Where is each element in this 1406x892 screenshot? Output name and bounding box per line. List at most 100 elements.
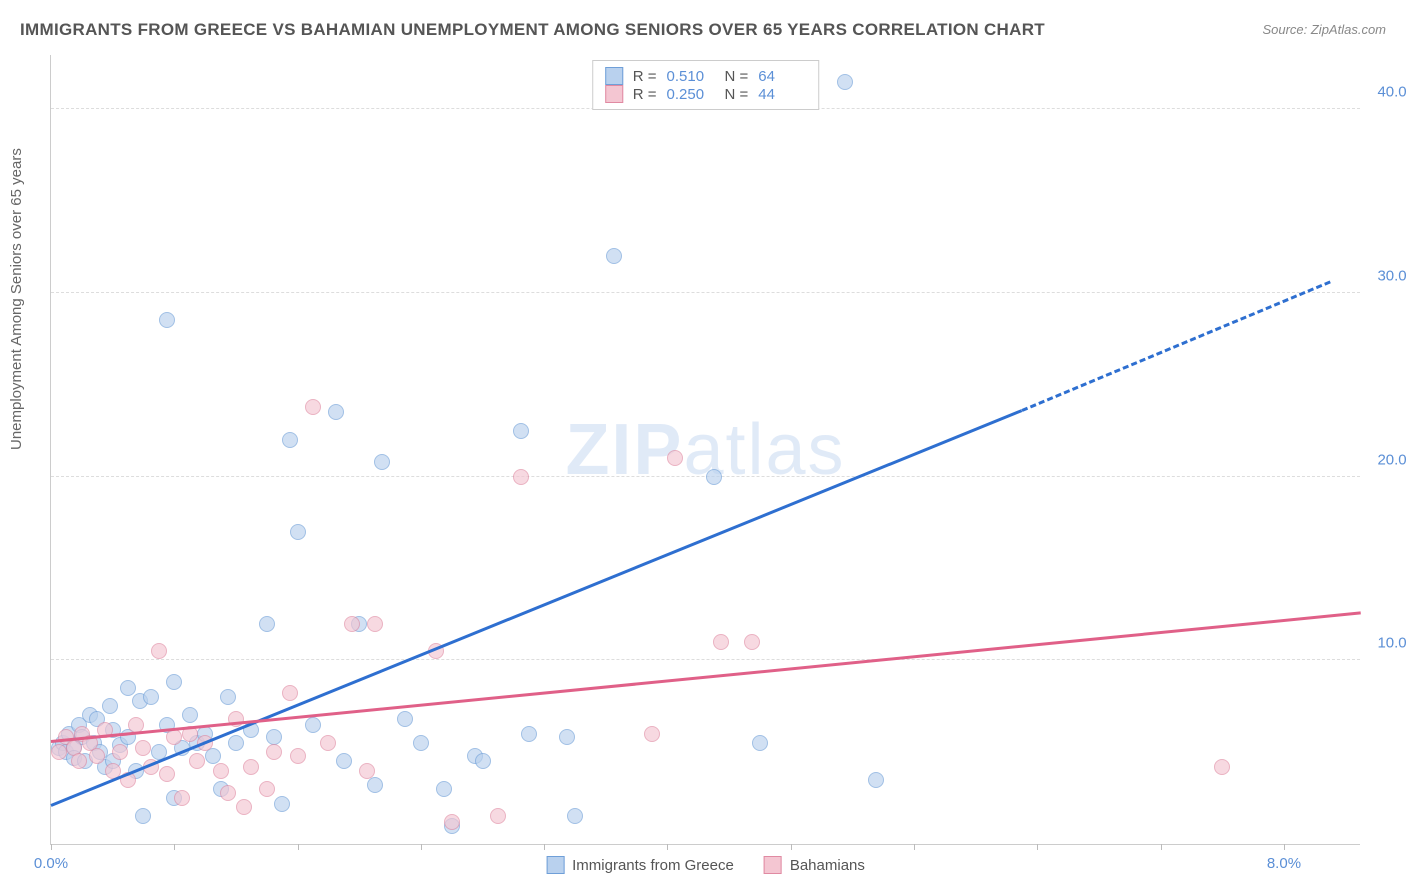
- data-point: [367, 777, 383, 793]
- data-point: [305, 399, 321, 415]
- data-point: [166, 674, 182, 690]
- data-point: [344, 616, 360, 632]
- data-point: [151, 643, 167, 659]
- data-point: [713, 634, 729, 650]
- y-tick-label: 30.0%: [1377, 267, 1406, 284]
- legend-label-greece: Immigrants from Greece: [572, 857, 734, 874]
- data-point: [567, 808, 583, 824]
- legend-row-greece: R = 0.510 N = 64: [605, 67, 807, 85]
- data-point: [328, 404, 344, 420]
- r-value-greece: 0.510: [667, 68, 715, 85]
- data-point: [397, 711, 413, 727]
- data-point: [706, 469, 722, 485]
- x-tick-label: 0.0%: [34, 855, 68, 872]
- data-point: [444, 814, 460, 830]
- chart-title: IMMIGRANTS FROM GREECE VS BAHAMIAN UNEMP…: [20, 20, 1045, 40]
- data-point: [413, 735, 429, 751]
- data-point: [752, 735, 768, 751]
- data-point: [274, 796, 290, 812]
- x-tick: [51, 844, 52, 850]
- data-point: [359, 763, 375, 779]
- data-point: [228, 735, 244, 751]
- x-tick: [298, 844, 299, 850]
- correlation-legend: R = 0.510 N = 64 R = 0.250 N = 44: [592, 60, 820, 110]
- data-point: [837, 74, 853, 90]
- data-point: [182, 707, 198, 723]
- legend-label-bahamians: Bahamians: [790, 857, 865, 874]
- data-point: [644, 726, 660, 742]
- data-point: [112, 744, 128, 760]
- swatch-bahamians-icon: [764, 856, 782, 874]
- y-tick-label: 40.0%: [1377, 84, 1406, 101]
- data-point: [102, 698, 118, 714]
- trend-line: [51, 611, 1361, 743]
- legend-item-greece: Immigrants from Greece: [546, 856, 734, 874]
- data-point: [336, 753, 352, 769]
- r-label: R =: [633, 86, 657, 103]
- data-point: [282, 432, 298, 448]
- x-tick: [544, 844, 545, 850]
- data-point: [868, 772, 884, 788]
- data-point: [513, 469, 529, 485]
- trend-line-extrapolated: [1021, 281, 1330, 412]
- data-point: [744, 634, 760, 650]
- data-point: [159, 766, 175, 782]
- data-point: [189, 753, 205, 769]
- y-axis-label: Unemployment Among Seniors over 65 years: [8, 148, 25, 450]
- data-point: [436, 781, 452, 797]
- swatch-bahamians: [605, 85, 623, 103]
- data-point: [243, 759, 259, 775]
- swatch-greece: [605, 67, 623, 85]
- n-value-greece: 64: [758, 68, 806, 85]
- data-point: [174, 790, 190, 806]
- data-point: [135, 808, 151, 824]
- data-point: [282, 685, 298, 701]
- swatch-greece-icon: [546, 856, 564, 874]
- series-legend: Immigrants from Greece Bahamians: [546, 856, 865, 874]
- data-point: [559, 729, 575, 745]
- data-point: [220, 689, 236, 705]
- data-point: [290, 524, 306, 540]
- data-point: [475, 753, 491, 769]
- data-point: [51, 744, 67, 760]
- data-point: [259, 781, 275, 797]
- data-point: [166, 729, 182, 745]
- data-point: [236, 799, 252, 815]
- gridline: [51, 292, 1360, 293]
- data-point: [513, 423, 529, 439]
- data-point: [1214, 759, 1230, 775]
- data-point: [606, 248, 622, 264]
- data-point: [367, 616, 383, 632]
- x-tick: [1037, 844, 1038, 850]
- data-point: [305, 717, 321, 733]
- x-tick: [791, 844, 792, 850]
- x-tick: [914, 844, 915, 850]
- data-point: [159, 312, 175, 328]
- data-point: [521, 726, 537, 742]
- data-point: [259, 616, 275, 632]
- source-label: Source: ZipAtlas.com: [1262, 22, 1386, 37]
- legend-item-bahamians: Bahamians: [764, 856, 865, 874]
- x-tick: [1284, 844, 1285, 850]
- data-point: [374, 454, 390, 470]
- r-label: R =: [633, 68, 657, 85]
- n-value-bahamians: 44: [758, 86, 806, 103]
- x-tick: [667, 844, 668, 850]
- data-point: [135, 740, 151, 756]
- x-tick: [1161, 844, 1162, 850]
- x-tick-label: 8.0%: [1267, 855, 1301, 872]
- y-tick-label: 20.0%: [1377, 451, 1406, 468]
- x-tick: [174, 844, 175, 850]
- n-label: N =: [725, 68, 749, 85]
- x-tick: [421, 844, 422, 850]
- data-point: [320, 735, 336, 751]
- n-label: N =: [725, 86, 749, 103]
- trend-line: [50, 409, 1022, 807]
- data-point: [266, 744, 282, 760]
- data-point: [143, 689, 159, 705]
- data-point: [667, 450, 683, 466]
- data-point: [220, 785, 236, 801]
- chart-plot-area: ZIPatlas R = 0.510 N = 64 R = 0.250 N = …: [50, 55, 1360, 845]
- data-point: [71, 753, 87, 769]
- data-point: [89, 748, 105, 764]
